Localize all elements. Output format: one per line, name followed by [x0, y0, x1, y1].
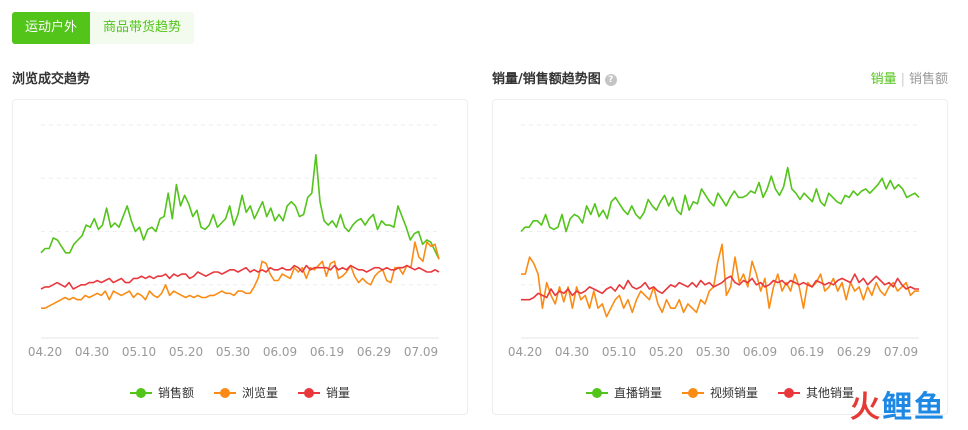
legend-label: 销售额 [157, 386, 194, 400]
toggle-separator: | [900, 72, 905, 87]
legend-label: 其他销量 [806, 386, 855, 400]
x-tick-label: 07.09 [404, 345, 438, 359]
browse-trend-chart: 04.20 04.30 05.10 05.20 05.30 06.09 06.19 06.29… [28, 124, 440, 359]
question-circle-icon[interactable]: ? [604, 74, 617, 86]
legend-label: 浏览量 [241, 386, 278, 400]
series-line-2[interactable] [521, 273, 919, 301]
x-tick-label: 04.20 [28, 345, 62, 359]
watermark-logo: 火鲤鱼 [850, 382, 946, 426]
x-tick-label: 04.30 [75, 345, 109, 359]
toggle-sales-amount[interactable]: 销售额 [908, 72, 948, 87]
x-tick-label: 05.10 [122, 345, 156, 359]
x-tick-label: 05.30 [216, 345, 250, 359]
legend-item[interactable]: 销量 [298, 384, 350, 401]
legend-marker-icon [681, 387, 704, 398]
series-line-0[interactable] [520, 166, 920, 233]
x-tick-label: 06.09 [743, 345, 777, 359]
series-line-0[interactable] [40, 153, 440, 260]
x-tick-label: 06.29 [837, 345, 871, 359]
browse-trend-legend: 销售额 浏览量 销量 [13, 384, 467, 401]
sales-trend-card: 04.20 04.30 05.10 05.20 05.30 06.09 06.19 06.29… [492, 99, 948, 415]
x-tick-label: 04.30 [555, 345, 589, 359]
legend-item[interactable]: 其他销量 [778, 384, 854, 401]
x-tick-label: 06.19 [790, 345, 824, 359]
x-tick-label: 04.20 [508, 345, 542, 359]
x-tick-label: 07.09 [884, 345, 918, 359]
legend-item[interactable]: 视频销量 [681, 384, 758, 401]
legend-marker-icon [213, 387, 236, 398]
x-tick-label: 06.29 [357, 345, 391, 359]
browse-trend-card: 04.20 04.30 05.10 05.20 05.30 06.09 06.19 06.29… [12, 99, 468, 415]
sales-trend-chart: 04.20 04.30 05.10 05.20 05.30 06.09 06.19 06.29… [508, 124, 920, 359]
legend-item[interactable]: 销售额 [129, 384, 194, 401]
browse-trend-title: 浏览成交趋势 [12, 72, 91, 87]
sales-trend-legend: 直播销量 视频销量 其他销量 [493, 384, 947, 401]
sales-trend-title: 销量/销售额趋势图 [492, 72, 601, 87]
toggle-sales-volume[interactable]: 销量 [870, 72, 897, 87]
x-tick-label: 06.09 [263, 345, 297, 359]
series-line-2[interactable] [40, 264, 440, 290]
tab-product-sales-trend[interactable]: 商品带货趋势 [90, 12, 195, 44]
legend-label: 视频销量 [709, 386, 758, 400]
legend-marker-icon [298, 387, 320, 398]
sales-trend-title-wrap: 销量/销售额趋势图? [492, 68, 617, 87]
legend-label: 销量 [326, 386, 351, 400]
x-tick-label: 05.30 [696, 345, 730, 359]
series-line-1[interactable] [41, 241, 440, 309]
legend-item[interactable]: 直播销量 [585, 384, 662, 401]
legend-marker-icon [778, 387, 800, 398]
x-tick-label: 05.10 [602, 345, 636, 359]
watermark-part1: 火 [850, 390, 882, 425]
category-tabs: 运动户外 商品带货趋势 [12, 12, 195, 44]
legend-label: 直播销量 [613, 386, 662, 400]
x-tick-label: 06.19 [310, 345, 344, 359]
x-tick-label: 05.20 [169, 345, 203, 359]
x-tick-label: 05.20 [649, 345, 683, 359]
watermark-part2: 鲤鱼 [882, 390, 946, 425]
legend-item[interactable]: 浏览量 [213, 384, 278, 401]
series-line-1[interactable] [521, 243, 919, 318]
legend-marker-icon [585, 387, 608, 398]
tab-sports-outdoor[interactable]: 运动户外 [12, 12, 91, 44]
metric-toggle: 销量 | 销售额 [871, 68, 948, 87]
legend-marker-icon [129, 387, 152, 398]
